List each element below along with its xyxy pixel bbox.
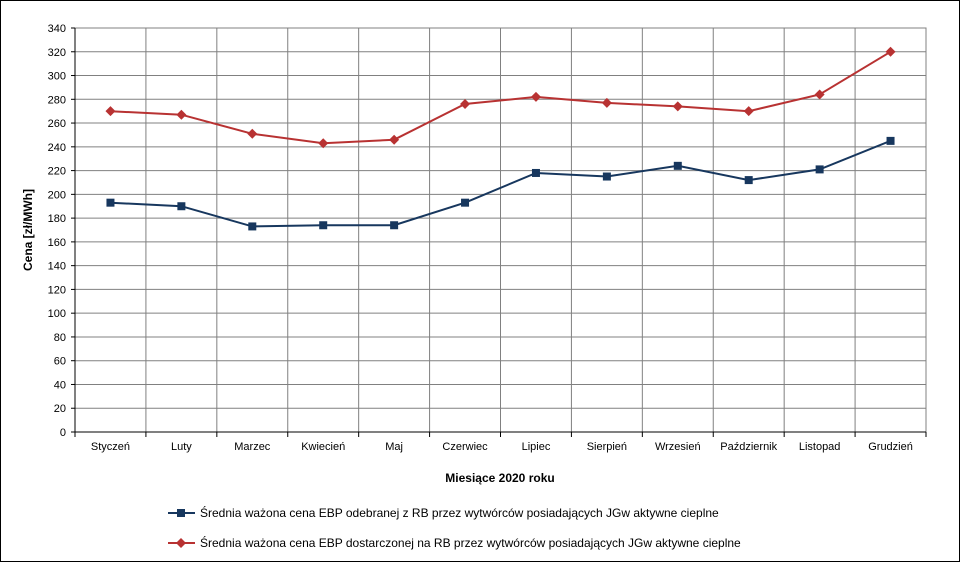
legend-item-2: Średnia ważona cena EBP dostarczonej na … (168, 535, 741, 550)
data-point (602, 172, 611, 181)
data-point (885, 46, 896, 57)
y-tick-label: 120 (48, 284, 66, 296)
legend-item-1: Średnia ważona cena EBP odebranej z RB p… (168, 505, 719, 520)
data-point (744, 176, 753, 185)
y-tick-label: 200 (48, 189, 66, 201)
legend: Średnia ważona cena EBP odebranej z RB p… (168, 505, 741, 550)
x-tick-label: Maj (385, 441, 403, 453)
y-tick-label: 180 (48, 213, 66, 225)
x-tick-label: Październik (720, 441, 777, 453)
data-point (389, 134, 400, 145)
series-line (110, 139, 891, 228)
x-tick-label: Luty (171, 441, 192, 453)
x-tick-label: Kwiecień (301, 441, 345, 453)
y-tick-label: 340 (48, 23, 66, 35)
x-tick-label: Styczeń (91, 441, 130, 453)
y-tick-label: 80 (54, 332, 66, 344)
data-point (531, 168, 540, 177)
y-tick-label: 0 (60, 427, 66, 439)
data-point (886, 136, 895, 145)
data-point (814, 89, 825, 100)
series-1 (106, 136, 895, 231)
x-axis-title: Miesiące 2020 roku (445, 471, 554, 485)
data-point (106, 198, 115, 207)
x-tick-label: Sierpień (587, 441, 627, 453)
data-point (247, 128, 258, 139)
y-axis: 0 20 40 60 80 100 120 140 160 180 200 220 240 260 280 3… (48, 23, 76, 439)
legend-label: Średnia ważona cena EBP dostarczonej na … (200, 535, 741, 550)
y-axis-title: Cena [zł/MWh] (21, 189, 35, 271)
data-point (460, 99, 471, 110)
gridlines (75, 27, 926, 432)
data-point (318, 138, 329, 149)
y-tick-label: 40 (54, 379, 66, 391)
y-tick-label: 160 (48, 237, 66, 249)
data-point (530, 91, 541, 102)
x-tick-label: Listopad (799, 441, 841, 453)
data-point (176, 109, 187, 120)
y-tick-label: 100 (48, 308, 66, 320)
data-point (743, 106, 754, 117)
data-point (815, 165, 824, 174)
y-tick-label: 240 (48, 142, 66, 154)
data-point (248, 222, 257, 231)
y-tick-label: 220 (48, 166, 66, 178)
y-tick-label: 60 (54, 356, 66, 368)
data-point (390, 221, 399, 230)
legend-marker (177, 509, 185, 517)
x-tick-label: Marzec (234, 441, 271, 453)
series-2 (105, 46, 896, 149)
y-tick-label: 20 (54, 403, 66, 415)
x-axis: Styczeń Luty Marzec Kwiecień Maj Czerwiec Lipi… (74, 431, 927, 453)
data-point (105, 106, 116, 117)
y-tick-label: 260 (48, 118, 66, 130)
data-point (177, 202, 186, 211)
data-point (461, 198, 470, 207)
x-tick-label: Czerwiec (442, 441, 488, 453)
legend-marker (176, 538, 186, 548)
x-tick-label: Wrzesień (655, 441, 701, 453)
data-point (601, 97, 612, 108)
y-tick-label: 320 (48, 47, 66, 59)
y-tick-label: 140 (48, 261, 66, 273)
series-lines (105, 46, 896, 231)
x-tick-label: Grudzień (868, 441, 913, 453)
legend-label: Średnia ważona cena EBP odebranej z RB p… (200, 505, 719, 520)
y-tick-label: 280 (48, 94, 66, 106)
series-line (110, 50, 892, 145)
data-point (673, 161, 682, 170)
data-point (672, 101, 683, 112)
data-point (319, 221, 328, 230)
x-tick-label: Lipiec (522, 441, 551, 453)
y-tick-label: 300 (48, 71, 66, 83)
